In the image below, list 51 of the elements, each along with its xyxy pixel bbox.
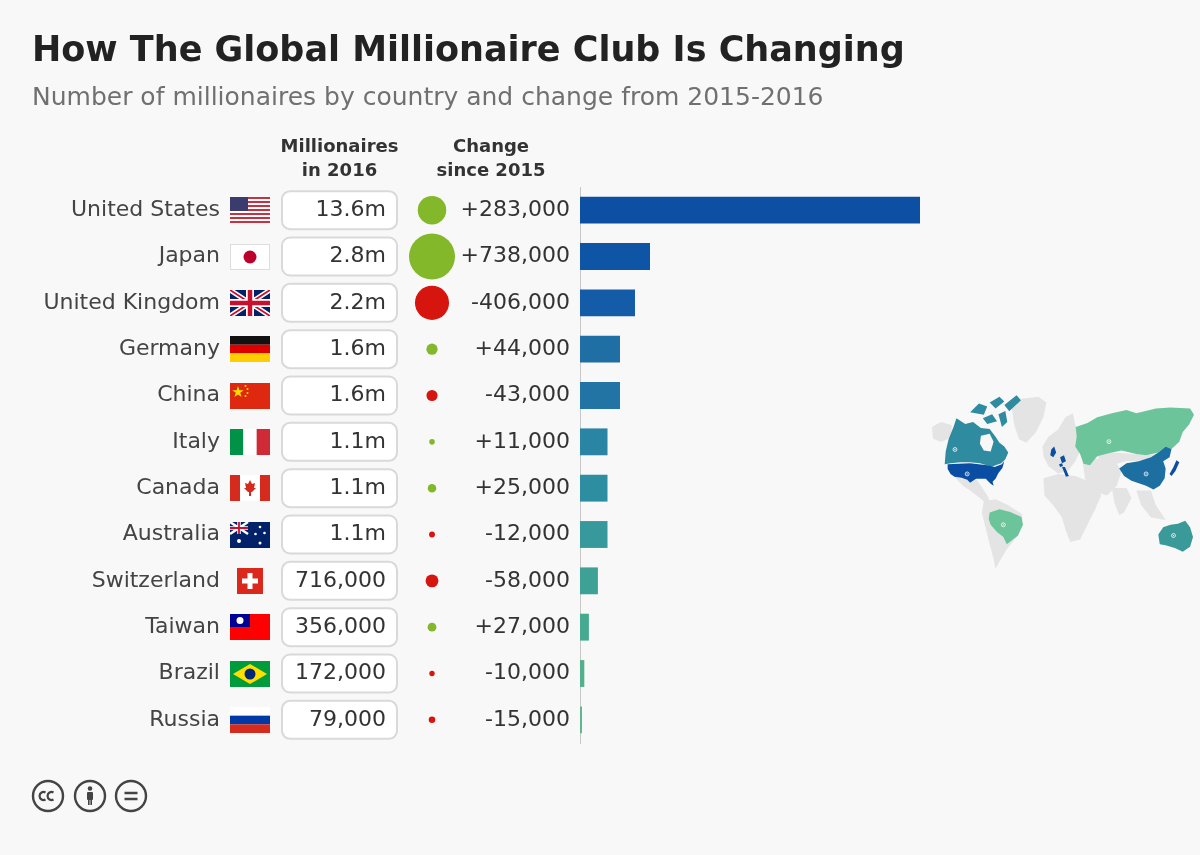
data-label: 2.8m [329,242,386,268]
y-tick-label: Switzerland [91,566,220,592]
y-tick-label: China [157,381,220,407]
data-label: 356,000 [295,612,386,638]
y-tick-label: United Kingdom [43,288,220,314]
chart-subtitle: Number of millionaires by country and change from 2015-2016 [32,81,824,111]
data-label: +25,000 [474,473,570,499]
data-label: 1.1m [329,520,386,546]
data-label: +27,000 [474,612,570,638]
data-label: +11,000 [474,427,570,453]
bar [580,613,589,641]
y-tick-label: Canada [136,473,220,499]
data-label: 13.6m [315,195,386,221]
data-label: -406,000 [471,288,570,314]
data-label: 1.6m [329,334,386,360]
data-label: -15,000 [485,705,570,731]
bar [580,196,920,224]
data-label: +44,000 [474,334,570,360]
text: Millionaires in 2016 [280,134,399,180]
y-tick-label: United States [71,195,220,221]
bar [580,335,620,363]
y-tick-label: Taiwan [144,612,220,638]
data-label: -10,000 [485,659,570,685]
data-label: +738,000 [460,242,570,268]
text: Change since 2015 [436,134,546,180]
bar [580,567,598,595]
data-label: +283,000 [460,195,570,221]
bar [580,660,585,687]
bar [580,428,608,456]
chart-title: How The Global Millionaire Club Is Changing [32,29,905,70]
data-label: 1.1m [329,473,386,499]
bar [580,474,608,502]
bar [580,243,650,270]
bar [580,382,620,409]
bar [580,289,635,317]
bar [580,521,608,548]
data-label: 1.6m [329,381,386,407]
data-label: 1.1m [329,427,386,453]
data-label: 716,000 [295,566,386,592]
data-label: -43,000 [485,381,570,407]
data-label: 79,000 [309,705,386,731]
y-tick-label: Germany [118,334,220,360]
y-tick-label: Brazil [158,659,220,685]
data-label: -12,000 [485,520,570,546]
data-label: -58,000 [485,566,570,592]
y-tick-label: Australia [122,520,220,546]
y-tick-label: Japan [156,242,220,268]
data-label: 2.2m [329,288,386,314]
y-tick-label: Russia [149,705,220,731]
data-label: 172,000 [295,659,386,685]
y-tick-label: Italy [172,427,220,453]
